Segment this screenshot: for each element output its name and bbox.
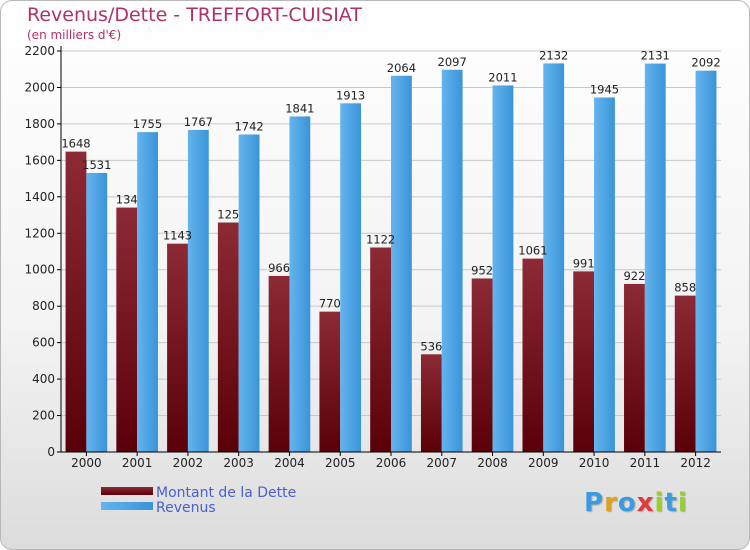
- y-tick-label: 200: [32, 409, 55, 423]
- revenue-bar: [238, 134, 260, 453]
- legend-label-debt: Montant de la Dette: [156, 485, 297, 501]
- debt-bar: [268, 275, 290, 452]
- revenue-bar: [695, 70, 717, 452]
- x-tick-label: 2000: [71, 456, 102, 470]
- debt-bar: [471, 278, 493, 452]
- revenue-bar: [289, 116, 311, 452]
- x-tick-label: 2003: [223, 456, 254, 470]
- revenue-bar: [137, 132, 158, 452]
- debt-bar: [573, 271, 595, 452]
- proxiti-logo: Proxiti: [584, 488, 688, 518]
- x-tick-label: 2002: [173, 456, 204, 470]
- debt-value-label: 1122: [366, 232, 395, 246]
- debt-value-label: 134: [116, 193, 138, 207]
- debt-bar: [116, 207, 138, 452]
- logo-letter: i: [677, 488, 688, 518]
- revenue-value-label: 1913: [336, 88, 365, 102]
- debt-bar: [217, 222, 239, 452]
- revenue-value-label: 1841: [285, 101, 314, 115]
- x-tick-label: 2005: [325, 456, 356, 470]
- x-tick-label: 2001: [122, 456, 153, 470]
- chart-subtitle: (en milliers d'€): [27, 28, 122, 42]
- debt-value-label: 1648: [61, 137, 90, 151]
- revenue-bar: [492, 85, 514, 452]
- debt-value-label: 966: [268, 261, 290, 275]
- y-tick-label: 1600: [24, 153, 55, 167]
- revenue-bar: [391, 75, 412, 452]
- logo-letter: x: [636, 488, 655, 518]
- revenue-bar: [86, 172, 108, 452]
- debt-bar: [319, 311, 341, 452]
- y-tick-label: 1200: [24, 226, 55, 240]
- y-tick-label: 1000: [24, 263, 55, 277]
- revenue-value-label: 2064: [387, 61, 416, 75]
- debt-bar: [167, 243, 188, 452]
- debt-value-label: 922: [623, 269, 645, 283]
- x-tick-label: 2006: [376, 456, 407, 470]
- y-tick-label: 2000: [24, 80, 55, 94]
- debt-value-label: 952: [471, 263, 493, 277]
- revenue-bar: [340, 103, 362, 453]
- x-tick-label: 2011: [630, 456, 661, 470]
- revenue-value-label: 2131: [641, 49, 670, 63]
- debt-bar: [420, 354, 442, 452]
- x-tick-label: 2004: [274, 456, 305, 470]
- logo-letter: i: [654, 488, 665, 518]
- debt-value-label: 1061: [518, 244, 547, 258]
- x-tick-label: 2009: [528, 456, 559, 470]
- legend-swatch-revenue: [101, 502, 153, 510]
- legend-swatch-debt: [101, 487, 153, 495]
- debt-bar: [522, 258, 544, 452]
- y-tick-label: 600: [32, 336, 55, 350]
- debt-bar: [674, 295, 696, 452]
- x-tick-label: 2008: [477, 456, 508, 470]
- revenue-value-label: 2132: [539, 48, 568, 62]
- bar-chart: 1648 1531 134 1755 1143 1767 125 1742 966 1841 770…: [24, 44, 721, 470]
- y-tick-label: 1800: [24, 117, 55, 131]
- y-tick-label: 0: [47, 445, 55, 459]
- logo-letter: t: [664, 488, 678, 518]
- debt-value-label: 858: [674, 281, 696, 295]
- logo-letter: P: [584, 488, 605, 518]
- x-tick-label: 2012: [680, 456, 711, 470]
- logo-letter: r: [604, 488, 618, 518]
- debt-value-label: 991: [573, 256, 595, 270]
- debt-value-label: 770: [319, 297, 341, 311]
- debt-value-label: 536: [420, 339, 442, 353]
- y-tick-label: 2200: [24, 44, 55, 58]
- y-tick-label: 800: [32, 299, 55, 313]
- debt-value-label: 1143: [163, 229, 192, 243]
- revenue-value-label: 1755: [133, 117, 162, 131]
- revenue-bar: [543, 63, 565, 453]
- debt-value-label: 125: [217, 208, 239, 222]
- revenue-value-label: 1742: [234, 119, 263, 133]
- revenue-value-label: 2092: [691, 56, 720, 70]
- x-tick-label: 2007: [426, 456, 457, 470]
- chart-title: Revenus/Dette - TREFFORT-CUISIAT: [27, 4, 362, 26]
- logo-letter: o: [617, 488, 637, 518]
- revenue-bar: [594, 97, 615, 452]
- y-tick-label: 400: [32, 372, 55, 386]
- y-tick-label: 1400: [24, 190, 55, 204]
- revenue-value-label: 1531: [82, 158, 111, 172]
- revenue-bar: [644, 63, 666, 453]
- legend-label-revenue: Revenus: [156, 500, 216, 516]
- revenue-value-label: 2011: [488, 70, 517, 84]
- revenue-bar: [187, 129, 209, 453]
- debt-bar: [624, 283, 645, 452]
- revenue-bar: [441, 69, 463, 452]
- x-tick-label: 2010: [579, 456, 610, 470]
- debt-bar: [370, 247, 391, 452]
- revenue-value-label: 1945: [590, 82, 619, 96]
- debt-bar: [65, 151, 87, 452]
- revenue-value-label: 2097: [438, 55, 467, 69]
- revenue-value-label: 1767: [184, 115, 213, 129]
